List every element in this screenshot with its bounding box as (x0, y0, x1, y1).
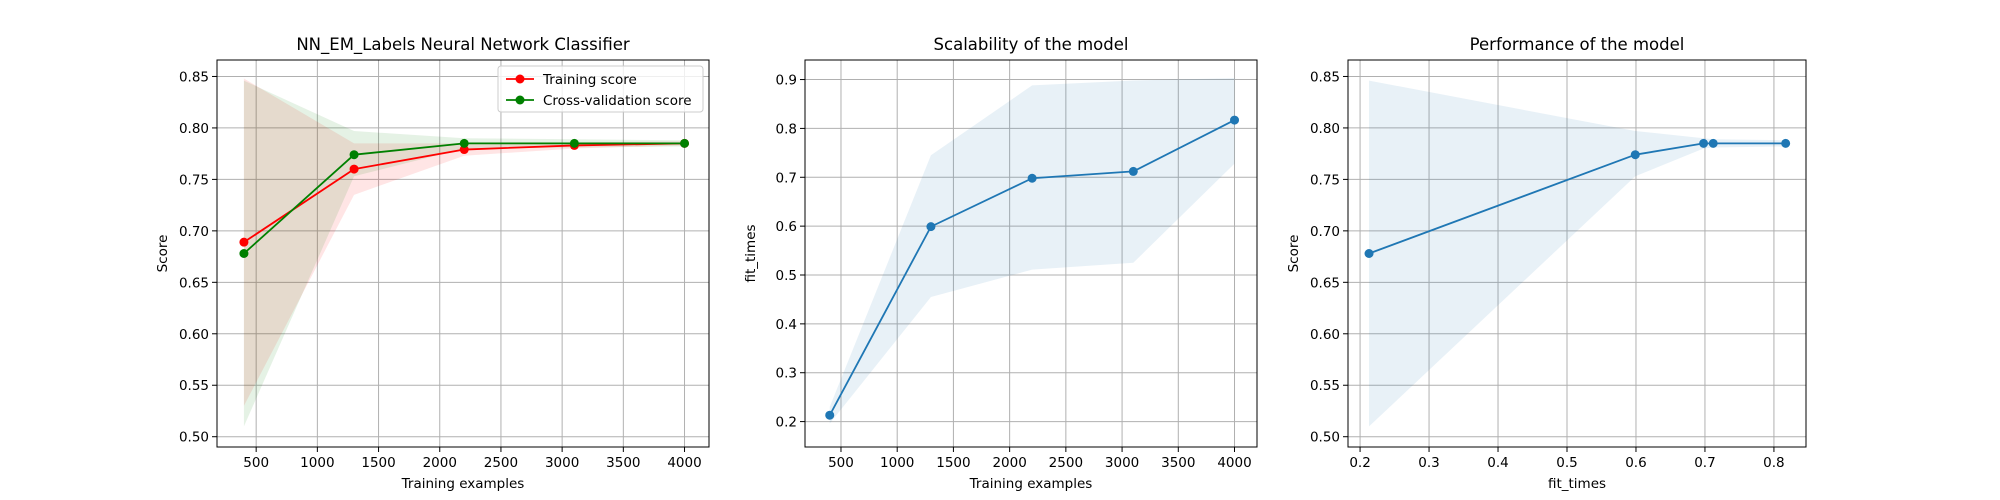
y-tick-label: 0.75 (179, 172, 209, 188)
x-tick-label: 1500 (361, 455, 395, 471)
data-point (349, 164, 359, 174)
x-tick-label: 500 (243, 455, 269, 471)
data-point (1630, 150, 1640, 160)
data-point (239, 249, 249, 258)
data-point (349, 150, 359, 160)
data-point (1781, 138, 1791, 148)
y-tick-label: 0.3 (776, 366, 797, 382)
chart-title: NN_EM_Labels Neural Network Classifier (296, 35, 630, 55)
x-tick-label: 2500 (1049, 455, 1083, 471)
x-tick-label: 1500 (936, 455, 970, 471)
y-tick-label: 0.4 (776, 317, 797, 333)
y-axis-label: Score (1286, 235, 1302, 273)
data-point (1708, 138, 1718, 148)
y-tick-label: 0.7 (776, 170, 797, 186)
data-point (1699, 138, 1709, 148)
x-axis-label: Training examples (401, 476, 525, 492)
x-tick-label: 0.5 (1556, 455, 1577, 471)
data-point (1027, 173, 1037, 183)
data-point (459, 138, 469, 148)
legend: Training score Cross-validation score (497, 65, 704, 113)
data-point (680, 138, 690, 148)
x-tick-label: 0.6 (1625, 455, 1646, 471)
y-tick-label: 0.5 (776, 268, 797, 284)
legend-label: Cross-validation score (543, 93, 692, 109)
series-band (1369, 80, 1786, 427)
data-point (239, 237, 249, 247)
y-tick-label: 0.85 (1310, 69, 1340, 85)
x-tick-label: 1000 (300, 455, 334, 471)
y-tick-label: 0.70 (1310, 224, 1340, 240)
chart-panel-2: 500 1000 1500 2000 2500 3000 3500 4000 0.2 0.3 0.4… (743, 35, 1258, 492)
y-tick-label: 0.65 (179, 275, 209, 291)
chart-panel-3: 0.2 0.3 0.4 0.5 0.6 0.7 0.8 0.50 0.55 0.60 0.65 0.7… (1286, 35, 1807, 492)
x-axis-label: fit_times (1548, 476, 1606, 492)
x-tick-label: 0.3 (1418, 455, 1439, 471)
data-point (569, 138, 579, 148)
chart-panel-1: 500 1000 1500 2000 2500 3000 3500 4000 0.50 0.55 0… (155, 35, 710, 492)
y-tick-label: 0.80 (179, 121, 209, 137)
y-tick-label: 0.85 (179, 69, 209, 85)
x-tick-label: 0.4 (1487, 455, 1508, 471)
y-tick-label: 0.6 (776, 219, 797, 235)
plot-frame (1347, 59, 1807, 448)
plot-frame (804, 59, 1258, 448)
data-point (926, 222, 936, 232)
data-point (459, 145, 469, 155)
chart-title: Scalability of the model (934, 35, 1129, 54)
series-band (243, 80, 685, 427)
y-tick-label: 0.50 (1310, 430, 1340, 446)
x-tick-label: 2000 (992, 455, 1026, 471)
x-axis-label: Training examples (969, 476, 1093, 492)
legend-label: Training score (542, 72, 637, 88)
data-point (1230, 115, 1240, 125)
y-tick-label: 0.50 (179, 430, 209, 446)
x-tick-label: 3000 (545, 455, 579, 471)
x-tick-label: 0.2 (1349, 455, 1370, 471)
y-tick-label: 0.55 (179, 378, 209, 394)
y-tick-label: 0.60 (1310, 327, 1340, 343)
data-point (1128, 166, 1138, 176)
y-tick-label: 0.80 (1310, 121, 1340, 137)
plot-frame (216, 59, 710, 448)
x-tick-label: 500 (828, 455, 854, 471)
series-band (243, 78, 685, 406)
x-tick-label: 4000 (1217, 455, 1251, 471)
x-tick-label: 4000 (667, 455, 701, 471)
legend-box (497, 65, 704, 113)
x-tick-label: 3500 (1161, 455, 1195, 471)
series-band (829, 78, 1235, 424)
x-tick-label: 3500 (606, 455, 640, 471)
y-tick-label: 0.8 (776, 121, 797, 137)
legend-swatch-marker (515, 74, 525, 84)
y-tick-label: 0.60 (179, 327, 209, 343)
y-axis-label: fit_times (743, 224, 759, 282)
x-tick-label: 0.8 (1763, 455, 1784, 471)
x-tick-label: 3000 (1105, 455, 1139, 471)
x-tick-label: 2000 (423, 455, 457, 471)
data-point (825, 410, 835, 420)
x-tick-label: 1000 (880, 455, 914, 471)
y-tick-label: 0.70 (179, 224, 209, 240)
x-tick-label: 0.7 (1694, 455, 1715, 471)
y-tick-label: 0.2 (776, 415, 797, 431)
data-point (1364, 249, 1374, 258)
y-axis-label: Score (155, 235, 171, 273)
legend-swatch-marker (515, 95, 525, 105)
y-tick-label: 0.75 (1310, 172, 1340, 188)
y-tick-label: 0.9 (776, 73, 797, 89)
y-tick-label: 0.55 (1310, 378, 1340, 394)
y-tick-label: 0.65 (1310, 275, 1340, 291)
chart-title: Performance of the model (1470, 35, 1685, 54)
x-tick-label: 2500 (484, 455, 518, 471)
